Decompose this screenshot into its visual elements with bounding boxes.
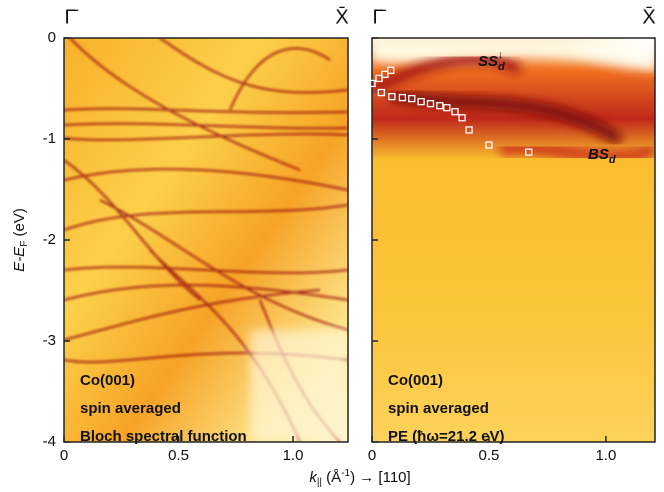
label-part: ↓ xyxy=(498,49,504,61)
high-symmetry-label: X̄ xyxy=(642,5,655,28)
high-symmetry-label: Γ̄ xyxy=(64,6,78,28)
high-symmetry-label: X̄ xyxy=(335,5,348,28)
label-part: d xyxy=(609,154,616,166)
label-part: k xyxy=(309,469,318,486)
y-tick-label: 0 xyxy=(48,29,56,46)
data-point xyxy=(451,108,459,116)
data-point xyxy=(426,100,435,108)
panel-annotation: Co(001) xyxy=(388,372,443,389)
data-point xyxy=(525,148,533,156)
label-part: (eV) xyxy=(11,208,28,241)
label-part: ) → [110] xyxy=(350,469,411,486)
data-point xyxy=(381,70,389,79)
label-part: SS xyxy=(478,53,498,70)
x-tick-label: 0.5 xyxy=(168,447,189,464)
data-point xyxy=(375,74,383,83)
data-point xyxy=(436,102,444,110)
y-tick-label: -4 xyxy=(43,433,56,450)
spectral-map xyxy=(64,38,348,442)
panel-annotation: spin averaged xyxy=(388,400,489,417)
data-point xyxy=(398,93,407,102)
data-point xyxy=(458,114,466,122)
high-symmetry-label: Γ̄ xyxy=(372,6,386,28)
data-point xyxy=(465,126,473,134)
label-part: -1 xyxy=(341,468,350,479)
data-point xyxy=(443,104,451,112)
y-tick-label: -2 xyxy=(43,231,56,248)
x-tick-label: 0 xyxy=(60,447,68,464)
x-tick-label: 1.0 xyxy=(283,447,304,464)
x-tick-label: 0 xyxy=(368,447,376,464)
panel-annotation: spin averaged xyxy=(80,400,181,417)
panel-annotation: Bloch spectral function xyxy=(80,428,247,445)
data-point xyxy=(417,97,425,106)
label-part: E-E xyxy=(11,246,28,272)
label-part: d xyxy=(498,61,505,73)
x-tick-label: 0.5 xyxy=(479,447,500,464)
data-point xyxy=(368,79,376,88)
label-part: BS xyxy=(588,146,609,163)
x-tick-label: 1.0 xyxy=(595,447,616,464)
band-label: BSd xyxy=(588,146,616,166)
x-axis-label: k|| (Å-1) → [110] xyxy=(309,468,410,488)
y-tick-label: -3 xyxy=(43,332,56,349)
data-point xyxy=(387,66,395,74)
label-part: || xyxy=(317,477,322,488)
label-part: F xyxy=(19,241,30,247)
band-label: SSd↓ xyxy=(478,49,505,73)
panel-annotation: Co(001) xyxy=(80,372,135,389)
data-point xyxy=(377,88,386,97)
data-point xyxy=(485,141,493,149)
data-point xyxy=(408,94,416,103)
photoemission-map xyxy=(372,38,655,442)
y-axis-label: E-EF (eV) xyxy=(11,208,30,272)
panel-annotation: PE (ħω=21.2 eV) xyxy=(388,428,504,445)
data-point xyxy=(388,92,396,101)
y-tick-label: -1 xyxy=(43,130,56,147)
label-part: (Å xyxy=(322,469,341,486)
